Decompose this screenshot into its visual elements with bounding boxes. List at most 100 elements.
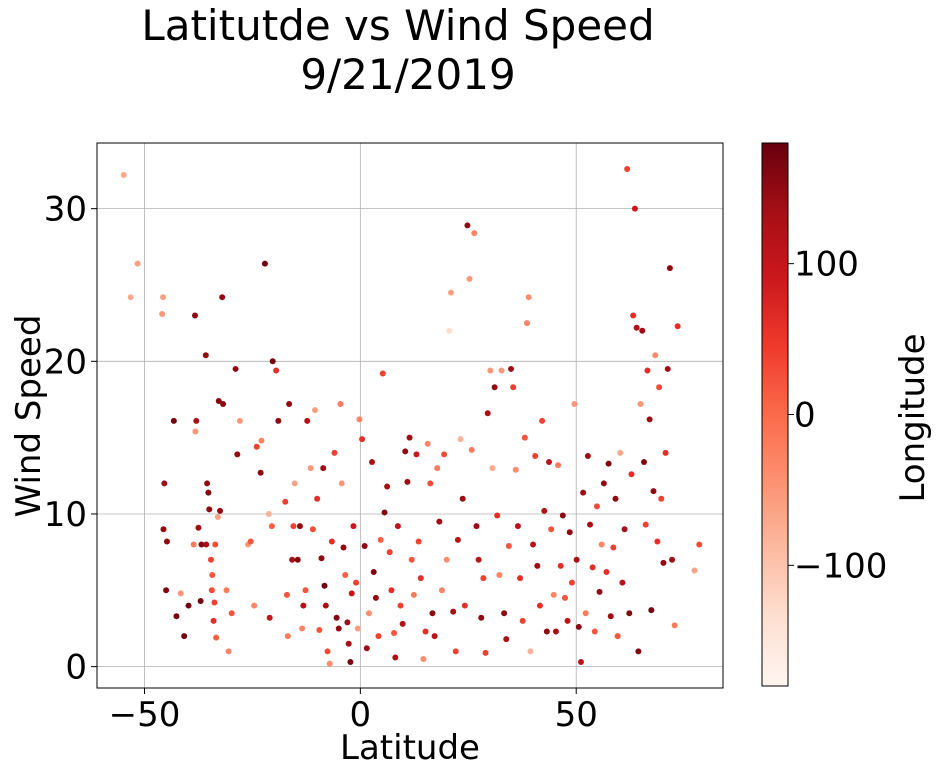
chart-subtitle: 9/21/2019 — [300, 50, 515, 99]
data-point — [173, 613, 180, 620]
data-point — [605, 460, 612, 467]
data-point — [644, 367, 651, 374]
data-point — [354, 625, 361, 632]
data-point — [289, 556, 296, 563]
data-point — [282, 498, 289, 505]
data-point — [630, 312, 637, 319]
data-point — [347, 659, 354, 666]
data-point — [190, 541, 197, 548]
data-point — [459, 495, 466, 502]
data-point — [161, 480, 168, 487]
data-point — [261, 260, 268, 267]
data-point — [633, 324, 640, 331]
data-point — [163, 538, 170, 545]
data-point — [671, 622, 678, 629]
data-point — [550, 591, 557, 598]
data-point — [607, 613, 614, 620]
data-point — [464, 222, 471, 229]
data-point — [275, 417, 282, 424]
data-point — [598, 541, 605, 548]
data-point — [564, 617, 571, 624]
data-point — [363, 645, 370, 652]
data-point — [512, 466, 519, 473]
data-point — [614, 633, 621, 640]
data-point — [654, 538, 661, 545]
data-point — [348, 590, 355, 597]
data-point — [580, 489, 587, 496]
data-point — [284, 633, 291, 640]
data-point — [541, 507, 548, 514]
data-point — [160, 294, 167, 301]
data-point — [422, 628, 429, 635]
data-point — [212, 541, 219, 548]
data-point — [359, 436, 366, 443]
colorbar-label: Longitude — [893, 333, 933, 502]
data-point — [478, 614, 485, 621]
data-point — [514, 523, 521, 530]
data-point — [454, 536, 461, 543]
data-point — [225, 648, 232, 655]
data-point — [304, 417, 311, 424]
data-point — [208, 587, 215, 594]
data-point — [333, 614, 340, 621]
data-point — [487, 367, 494, 374]
data-point — [302, 587, 309, 594]
data-point — [584, 452, 591, 459]
data-point — [635, 648, 642, 655]
data-point — [696, 541, 703, 548]
data-point — [192, 312, 199, 319]
data-point — [361, 543, 368, 550]
data-point — [443, 556, 450, 563]
data-point — [650, 488, 657, 495]
data-point — [309, 526, 316, 533]
data-point — [674, 323, 681, 330]
data-point — [193, 417, 200, 424]
data-point — [283, 591, 290, 598]
colorbar-ticks: −100 0 100 — [788, 245, 887, 586]
data-point — [228, 610, 235, 617]
x-tick-label: 50 — [555, 695, 598, 735]
data-point — [223, 587, 230, 594]
data-point — [475, 556, 482, 563]
data-point — [473, 523, 480, 530]
data-point — [163, 587, 170, 594]
data-point — [314, 495, 321, 502]
data-point — [593, 503, 600, 510]
data-point — [546, 459, 553, 466]
data-point — [381, 509, 388, 516]
data-point — [573, 556, 580, 563]
y-axis-label: Wind Speed — [9, 315, 49, 518]
data-point — [296, 523, 303, 530]
data-point — [209, 572, 216, 579]
data-point — [482, 649, 489, 656]
data-point — [637, 401, 644, 408]
data-point — [286, 401, 293, 408]
data-point — [404, 478, 411, 485]
data-point — [197, 597, 204, 604]
data-point — [424, 440, 431, 447]
data-point — [617, 449, 624, 456]
data-point — [312, 407, 319, 414]
data-point — [624, 165, 631, 172]
data-point — [273, 367, 280, 374]
data-point — [429, 610, 436, 617]
data-point — [356, 416, 363, 423]
y-tick-label: 30 — [44, 190, 87, 230]
data-point — [195, 524, 202, 531]
data-point — [394, 523, 401, 530]
data-point — [596, 588, 603, 595]
data-point — [446, 327, 453, 334]
data-point — [316, 626, 323, 633]
data-point — [219, 294, 226, 301]
data-point — [666, 265, 673, 272]
data-point — [353, 579, 360, 586]
data-point — [402, 448, 409, 455]
data-point — [120, 172, 127, 179]
data-point — [213, 634, 220, 641]
data-point — [307, 465, 314, 472]
data-point — [642, 521, 649, 528]
data-point — [552, 628, 559, 635]
data-point — [391, 630, 398, 637]
data-point — [587, 521, 594, 528]
data-point — [603, 568, 610, 575]
